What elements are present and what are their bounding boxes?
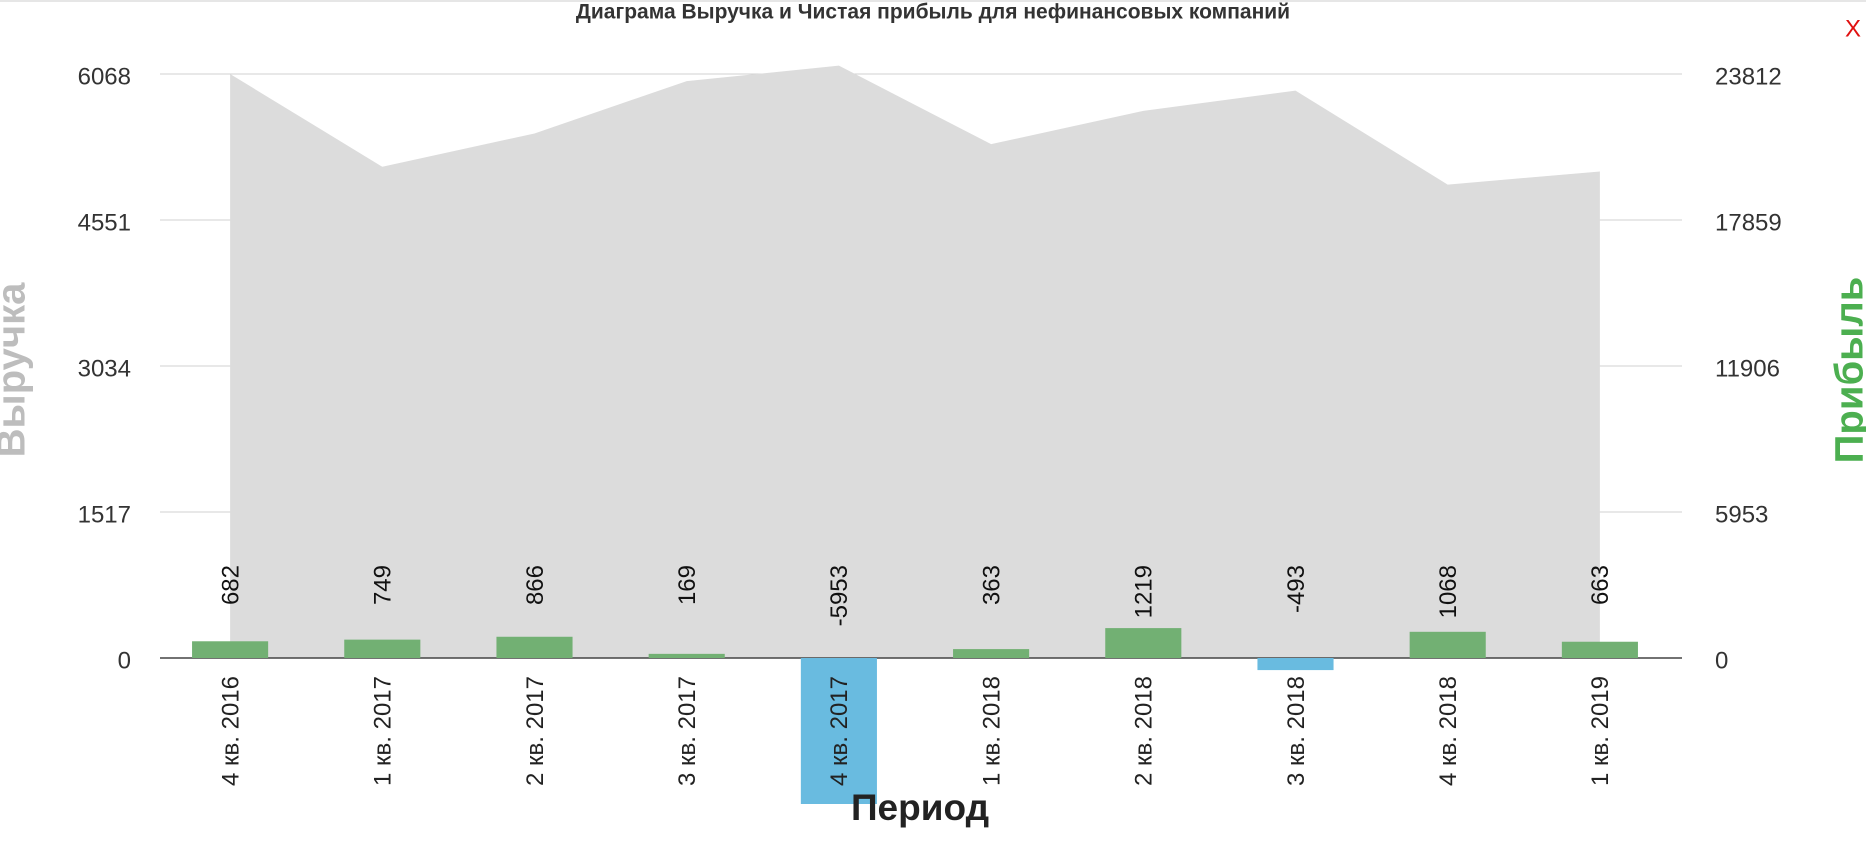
data-label: 1219: [1131, 565, 1158, 618]
y-axis-title: Выручка: [0, 282, 34, 457]
x-tick-label: 1 кв. 2018: [978, 676, 1005, 786]
y-tick-label: 6068: [78, 63, 131, 90]
bar: [496, 636, 573, 658]
bar: [192, 641, 269, 658]
bar: [648, 653, 725, 658]
y2-tick-label: 23812: [1715, 63, 1782, 90]
data-label: 682: [217, 565, 244, 605]
x-tick-label: 3 кв. 2017: [674, 676, 701, 786]
data-label: 866: [522, 565, 549, 605]
x-tick-label: 2 кв. 2018: [1131, 676, 1158, 786]
y2-axis-title: Прибыль: [1828, 277, 1866, 464]
x-tick-label: 4 кв. 2016: [217, 676, 244, 786]
y2-tick-label: 17859: [1715, 209, 1782, 236]
y-tick-label: 0: [118, 647, 131, 674]
bar: [953, 649, 1030, 658]
data-label: -5953: [826, 565, 853, 626]
data-label: 363: [978, 565, 1005, 605]
x-axis-title: Период: [851, 787, 989, 828]
bar: [800, 658, 877, 804]
x-tick-label: 2 кв. 2017: [522, 676, 549, 786]
close-button[interactable]: X: [1845, 15, 1861, 42]
y-tick-label: 1517: [78, 501, 131, 528]
bar: [1257, 658, 1334, 671]
chart-title: Диаграма Выручка и Чистая прибыль для не…: [576, 1, 1290, 24]
x-tick-label: 1 кв. 2017: [370, 676, 397, 786]
data-label: 663: [1587, 565, 1614, 605]
data-label: 749: [370, 565, 397, 605]
y2-tick-label: 0: [1715, 647, 1728, 674]
bar: [1409, 631, 1486, 658]
bar: [1105, 628, 1182, 658]
x-tick-label: 4 кв. 2018: [1435, 676, 1462, 786]
data-label: -493: [1283, 565, 1310, 613]
bar: [344, 639, 421, 658]
y-tick-label: 3034: [78, 355, 131, 382]
y2-tick-label: 11906: [1715, 355, 1780, 382]
area: [230, 65, 1600, 658]
y-tick-label: 4551: [78, 209, 131, 236]
y2-tick-label: 5953: [1715, 501, 1768, 528]
data-label: 1068: [1435, 565, 1462, 618]
x-tick-label: 1 кв. 2019: [1587, 676, 1614, 786]
data-label: 169: [674, 565, 701, 605]
x-tick-label: 3 кв. 2018: [1283, 676, 1310, 786]
x-tick-label: 4 кв. 2017: [826, 676, 853, 786]
bar: [1561, 641, 1638, 658]
